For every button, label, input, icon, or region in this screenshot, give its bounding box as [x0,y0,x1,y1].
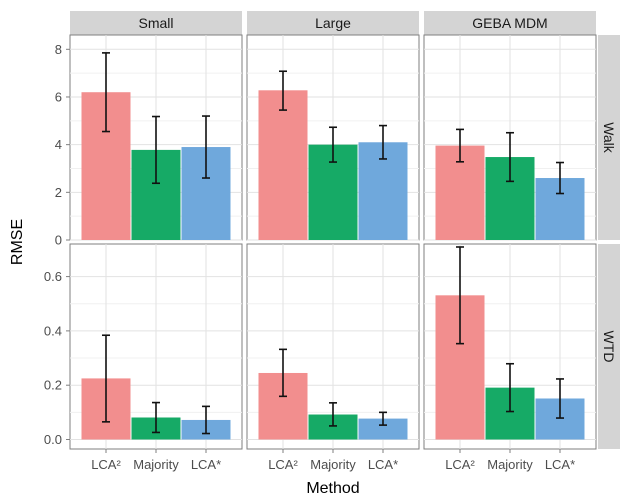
y-tick-label: 0.2 [44,378,62,393]
strip-header-geba-mdm [424,11,596,35]
y-tick-label: 4 [55,137,62,152]
y-tick-label: 6 [55,89,62,104]
y-tick-label: 2 [55,185,62,200]
strip-label-walk: Walk [601,122,617,154]
bar-lca [358,418,408,440]
x-tick-label: LCA* [368,457,398,472]
bar-lca [258,90,308,240]
strip-label-small: Small [138,15,173,31]
x-tick-label: LCA* [545,457,575,472]
strip-header-wtd [598,244,620,449]
strip-header-large [247,11,419,35]
x-tick-label: LCA² [445,457,475,472]
x-tick-label: Majority [310,457,356,472]
strip-label-wtd: WTD [601,331,617,363]
y-tick-label: 0.6 [44,269,62,284]
x-tick-label: LCA² [268,457,298,472]
y-tick-label: 0.0 [44,432,62,447]
x-tick-label: LCA* [191,457,221,472]
strip-header-small [70,11,242,35]
x-tick-label: Majority [133,457,179,472]
y-axis-title: RMSE [9,219,26,265]
strip-header-walk [598,35,620,240]
x-tick-label: Majority [487,457,533,472]
x-axis-title: Method [306,480,359,497]
strip-label-large: Large [315,15,351,31]
y-tick-label: 0 [55,233,62,248]
x-tick-label: LCA² [91,457,121,472]
y-tick-label: 0.4 [44,323,62,338]
strip-label-geba-mdm: GEBA MDM [472,15,547,31]
y-tick-label: 8 [55,42,62,57]
